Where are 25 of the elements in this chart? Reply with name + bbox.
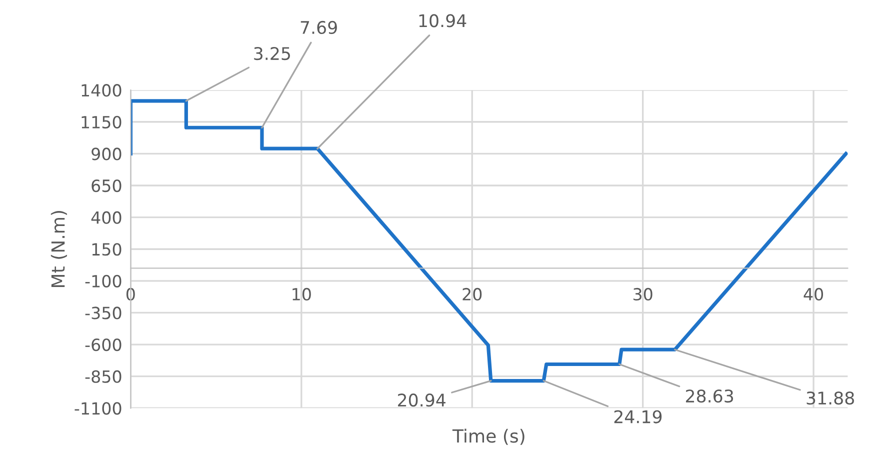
annotation: 10.94 [419, 14, 466, 28]
x-tick-label: 30 [633, 288, 652, 301]
y-tick-label: 1150 [82, 116, 122, 128]
x-tick-label: 0 [126, 288, 135, 301]
y-tick-label: -100 [85, 274, 122, 288]
y-tick-label: 1400 [82, 84, 122, 97]
y-tick-label: -850 [85, 370, 122, 383]
annotation: 31.88 [806, 392, 854, 405]
annotation: 24.19 [614, 410, 662, 424]
x-tick-label: 10 [292, 288, 311, 301]
y-axis-title: Mt (N.m) [50, 211, 67, 287]
y-tick-label: 900 [92, 148, 122, 160]
annotation: 7.69 [300, 20, 337, 34]
annotation: 20.94 [398, 394, 446, 407]
y-tick-label: -1100 [74, 402, 122, 415]
y-tick-label: 400 [91, 211, 122, 224]
x-axis-title: Time (s) [452, 428, 524, 445]
y-tick-label: -600 [85, 338, 122, 352]
x-tick-label: 20 [462, 288, 482, 301]
annotation: 28.63 [686, 389, 734, 403]
annotation: 3.25 [254, 46, 290, 60]
y-tick-label: 150 [92, 243, 122, 256]
y-tick-label: 650 [92, 179, 122, 192]
x-tick-label: 40 [804, 288, 824, 301]
y-tick-label: -350 [85, 306, 122, 320]
